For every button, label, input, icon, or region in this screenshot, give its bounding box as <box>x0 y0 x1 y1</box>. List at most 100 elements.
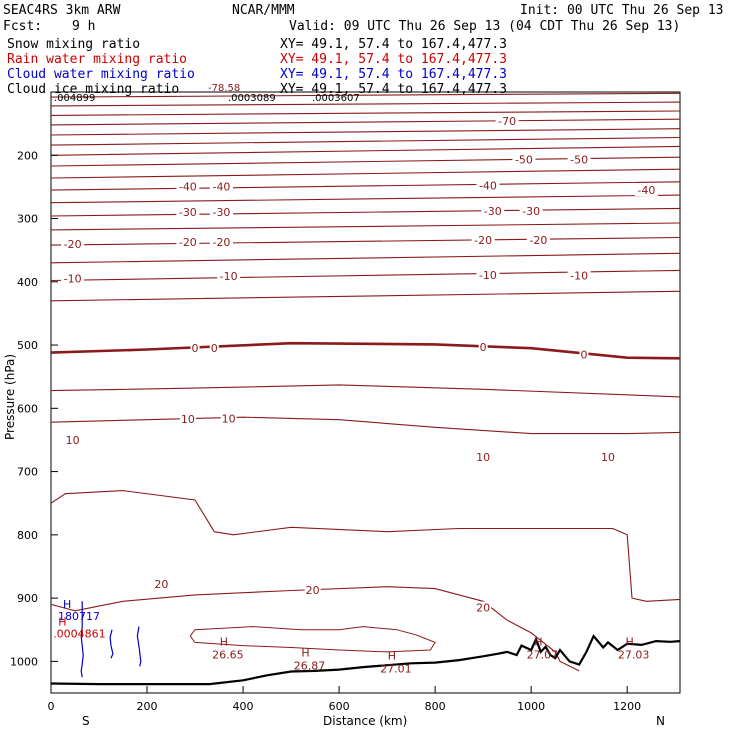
isotherm-line <box>50 145 681 156</box>
closed-contour <box>189 626 436 653</box>
isotherm-label-bg <box>526 234 550 247</box>
isotherm-label-bg <box>579 348 589 361</box>
isotherm-line <box>50 128 681 136</box>
isotherm-label-bg <box>519 204 543 217</box>
isotherm-line <box>50 207 681 217</box>
isotherm-line <box>50 118 681 126</box>
model-title: SEAC4RS 3km ARW <box>3 3 121 18</box>
high-value: 27.01 <box>380 662 412 675</box>
forecast-value: 9 h <box>72 19 95 34</box>
isotherm-label-bg <box>476 268 500 281</box>
field-xy: XY= 49.1, 57.4 to 167.4,477.3 <box>280 67 507 82</box>
field-name: Cloud water mixing ratio <box>7 67 195 82</box>
isotherm-line <box>50 194 681 204</box>
isotherm-label: 10 <box>222 412 236 425</box>
field-name: Snow mixing ratio <box>7 37 140 52</box>
isotherm-label-bg <box>567 269 591 282</box>
init-time: Init: 00 UTC Thu 26 Sep 13 <box>520 3 724 18</box>
forecast-label: Fcst: <box>3 19 42 34</box>
isotherm-label-bg <box>176 180 200 193</box>
isotherm-label-bg <box>481 204 505 217</box>
high-marker: H <box>625 636 633 649</box>
isotherm-label: -70 <box>498 115 516 128</box>
org-label: NCAR/MMM <box>232 3 295 18</box>
plot-area: -70 -50 -50 -40 -40 -40 -40 -30 -30 -30 -30 -20 -20 -… <box>10 83 681 713</box>
high-marker: H <box>534 636 542 649</box>
isotherm-label-bg <box>209 235 233 248</box>
isotherm-label: 20 <box>476 602 490 615</box>
y-tick-label: 1000 <box>10 655 38 668</box>
isotherm-label-bg <box>304 583 321 596</box>
isotherm-label-bg <box>176 235 200 248</box>
isotherm-label-bg <box>61 237 85 250</box>
isotherm-line <box>50 490 681 602</box>
overlap-label: .004899 <box>54 93 95 104</box>
isotherm-label: -40 <box>212 180 230 193</box>
isotherm-label: 0 <box>580 349 587 362</box>
isotherm-label: 10 <box>181 413 195 426</box>
isotherm-label-bg <box>567 153 591 166</box>
isotherm-label-bg <box>634 184 658 197</box>
isotherm-label: -20 <box>64 238 82 251</box>
plot-frame <box>50 91 681 694</box>
isotherm-label-bg <box>476 179 500 192</box>
isotherm-label-bg <box>64 433 81 446</box>
field-xy: XY= 49.1, 57.4 to 167.4,477.3 <box>280 37 507 52</box>
y-tick-label: 800 <box>17 529 38 542</box>
isotherm-label-bg <box>217 270 241 283</box>
isotherm-line <box>50 341 681 360</box>
field-legend: Snow mixing ratio XY= 49.1, 57.4 to 167.4… <box>7 37 507 97</box>
isotherm-label-bg <box>179 413 196 426</box>
field-xy: XY= 49.1, 57.4 to 167.4,477.3 <box>280 52 507 67</box>
overlap-label: .0003607 <box>312 93 360 104</box>
isotherm-label-bg <box>471 234 495 247</box>
isotherm-line <box>50 290 681 302</box>
isotherm-label-bg <box>512 153 536 166</box>
isotherm-label: -10 <box>570 269 588 282</box>
isotherm-label: -20 <box>212 236 230 249</box>
isotherm-label-bg <box>209 342 219 355</box>
isotherm-label-bg <box>190 342 200 355</box>
isotherm-label-bg <box>475 601 492 614</box>
cloud-high-value: 180717 <box>58 610 100 623</box>
cloud-water-contour <box>136 626 142 667</box>
y-tick-label: 900 <box>17 592 38 605</box>
isotherm-label: -30 <box>522 205 540 218</box>
isotherm-line <box>50 252 681 264</box>
terrain-line <box>50 634 681 686</box>
field-name: Cloud ice mixing ratio <box>7 82 179 97</box>
isotherm-label-bg <box>599 451 616 464</box>
isotherm-label: 20 <box>154 578 168 591</box>
isotherm-line <box>50 101 681 107</box>
overlap-label: .0003089 <box>228 93 276 104</box>
x-tick-label: 1200 <box>613 700 641 713</box>
isotherm-label-bg <box>475 451 492 464</box>
isotherm-line <box>50 416 681 435</box>
isotherm-line <box>50 222 681 231</box>
isotherm-label: -20 <box>474 234 492 247</box>
high-value: 27.07 <box>527 649 559 662</box>
isotherm-label: -40 <box>637 184 655 197</box>
x-tick-label: 800 <box>425 700 446 713</box>
isotherm-label: -50 <box>515 154 533 167</box>
south-label: S <box>82 714 90 728</box>
isotherm-label: -30 <box>484 205 502 218</box>
isotherm-line <box>50 384 681 398</box>
high-marker: H <box>220 636 228 649</box>
cloud-high-marker: H <box>58 615 66 628</box>
high-value: 26.87 <box>294 659 326 672</box>
cloud-high-marker: H <box>63 598 71 611</box>
cloud-water-contour <box>80 601 84 678</box>
x-tick-label: 400 <box>233 700 254 713</box>
isotherm-label: -20 <box>529 234 547 247</box>
high-value: 27.03 <box>618 649 650 662</box>
isotherm-label-bg <box>153 578 170 591</box>
y-tick-label: 200 <box>17 149 38 162</box>
x-axis-label: Distance (km) <box>323 714 407 728</box>
isotherm-line <box>50 181 681 191</box>
y-tick-label: 500 <box>17 339 38 352</box>
x-tick-label: 200 <box>137 700 158 713</box>
isotherm-line <box>50 92 681 98</box>
isotherm-label: -50 <box>570 154 588 167</box>
